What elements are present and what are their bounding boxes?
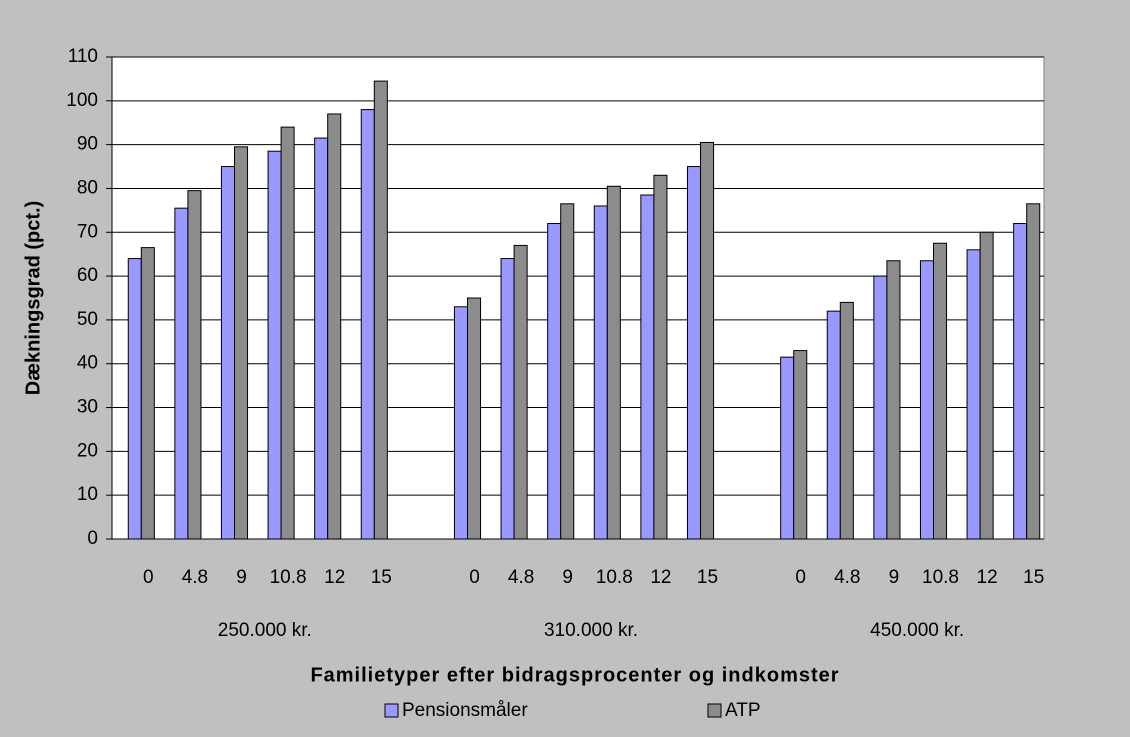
bar bbox=[873, 275, 888, 540]
y-tick-label: 0 bbox=[87, 528, 98, 549]
x-tick-label: 12 bbox=[977, 567, 998, 588]
bar bbox=[174, 207, 189, 540]
x-tick-label: 9 bbox=[889, 567, 900, 588]
bar bbox=[560, 203, 575, 540]
bar bbox=[140, 247, 155, 540]
bar bbox=[187, 190, 202, 540]
bar bbox=[979, 231, 994, 540]
bar bbox=[933, 242, 948, 540]
x-axis-title: Familietyper efter bidragsprocenter og i… bbox=[310, 664, 839, 686]
bar bbox=[593, 205, 608, 540]
bar bbox=[700, 141, 715, 540]
x-tick-label: 10.8 bbox=[922, 567, 959, 588]
bar bbox=[280, 126, 295, 540]
bar bbox=[500, 258, 515, 540]
y-tick-label: 70 bbox=[77, 221, 98, 242]
bar bbox=[886, 260, 901, 540]
bar bbox=[453, 306, 468, 540]
bar bbox=[966, 249, 981, 540]
x-tick-label: 15 bbox=[1023, 567, 1044, 588]
x-tick-label: 10.8 bbox=[596, 567, 633, 588]
x-tick-label: 9 bbox=[236, 567, 247, 588]
y-tick-label: 100 bbox=[66, 90, 98, 111]
x-tick-label: 9 bbox=[562, 567, 573, 588]
y-tick-label: 20 bbox=[77, 440, 98, 461]
bar bbox=[220, 166, 235, 540]
y-tick-label: 60 bbox=[77, 265, 98, 286]
bar bbox=[606, 185, 621, 540]
bar bbox=[513, 244, 528, 540]
legend-label: Pensionsmåler bbox=[402, 700, 528, 721]
x-tick-label: 4.8 bbox=[834, 567, 860, 588]
x-tick-label: 4.8 bbox=[508, 567, 534, 588]
bar bbox=[373, 80, 388, 540]
bar bbox=[127, 258, 142, 540]
x-tick-label: 15 bbox=[371, 567, 392, 588]
group-label: 450.000 kr. bbox=[870, 620, 964, 641]
y-tick-label: 110 bbox=[68, 46, 98, 67]
y-tick-label: 80 bbox=[77, 177, 98, 198]
x-tick-label: 0 bbox=[795, 567, 806, 588]
bar bbox=[267, 150, 282, 540]
bar bbox=[919, 260, 935, 540]
x-tick-label: 12 bbox=[324, 567, 345, 588]
x-tick-label: 15 bbox=[697, 567, 718, 588]
y-tick-label: 50 bbox=[77, 309, 98, 330]
group-label: 250.000 kr. bbox=[218, 620, 312, 641]
bar bbox=[653, 174, 668, 540]
y-axis-title: Dækningsgrad (pct.) bbox=[22, 201, 44, 395]
bar bbox=[547, 223, 562, 540]
y-tick-label: 30 bbox=[77, 397, 98, 418]
x-tick-label: 0 bbox=[469, 567, 480, 588]
x-tick-label: 4.8 bbox=[182, 567, 208, 588]
bar bbox=[686, 166, 702, 540]
bar bbox=[360, 109, 375, 540]
bar bbox=[1013, 223, 1028, 540]
group-label: 310.000 kr. bbox=[544, 620, 638, 641]
y-tick-label: 90 bbox=[77, 134, 98, 155]
bar bbox=[780, 356, 795, 540]
y-tick-label: 40 bbox=[77, 353, 98, 374]
legend-label: ATP bbox=[725, 700, 761, 721]
bar bbox=[234, 146, 249, 540]
y-tick-label: 10 bbox=[77, 484, 98, 505]
legend-swatch bbox=[707, 703, 722, 718]
bar bbox=[467, 297, 482, 540]
legend-swatch bbox=[384, 703, 399, 718]
bar bbox=[839, 301, 854, 540]
x-tick-label: 12 bbox=[650, 567, 671, 588]
bar bbox=[314, 137, 329, 540]
bar bbox=[793, 350, 808, 540]
plot-area bbox=[111, 56, 1045, 540]
bar bbox=[640, 194, 655, 540]
x-tick-label: 10.8 bbox=[270, 567, 307, 588]
bar bbox=[327, 113, 342, 540]
bar bbox=[1026, 203, 1041, 540]
x-tick-label: 0 bbox=[143, 567, 154, 588]
bar bbox=[826, 310, 841, 540]
